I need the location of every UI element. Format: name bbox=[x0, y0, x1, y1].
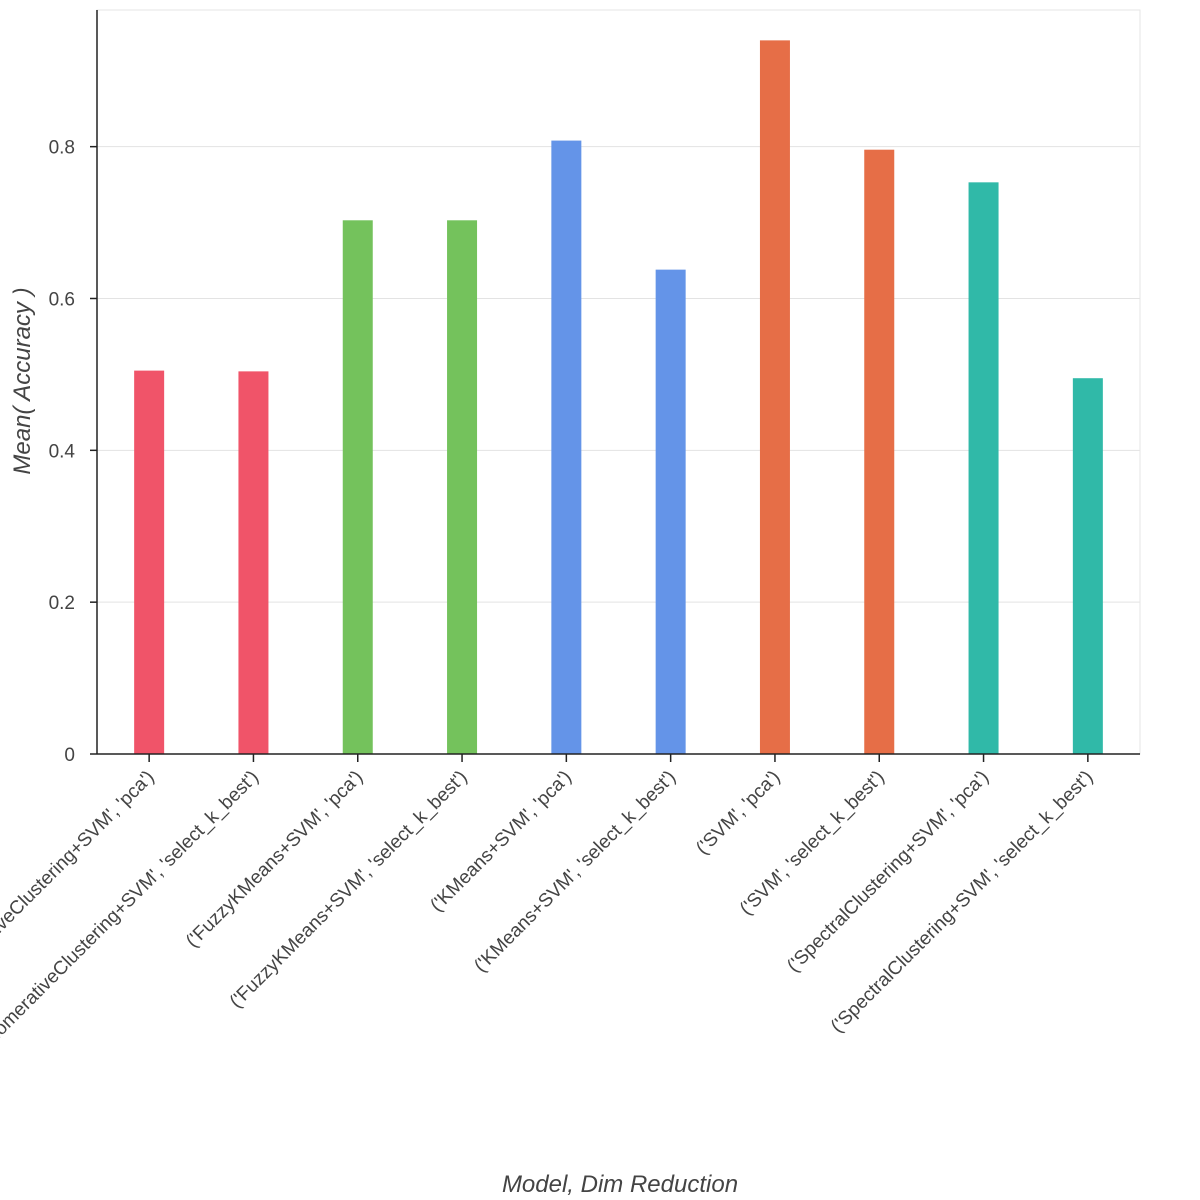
bar bbox=[447, 220, 478, 754]
y-axis-ticks: 0 0.2 0.4 0.6 0.8 bbox=[49, 138, 97, 766]
bar bbox=[864, 149, 895, 754]
bar bbox=[968, 182, 999, 754]
grid-lines bbox=[97, 146, 1140, 603]
bars bbox=[134, 40, 1103, 754]
y-tick-label: 0.6 bbox=[49, 289, 75, 310]
y-tick-label: 0 bbox=[64, 745, 75, 766]
bar bbox=[238, 371, 269, 754]
x-axis-title: Model, Dim Reduction bbox=[502, 1171, 738, 1198]
bar bbox=[759, 40, 790, 754]
y-axis-title: Mean( Accuracy ) bbox=[9, 287, 36, 474]
bar bbox=[1072, 378, 1103, 754]
bar bbox=[655, 269, 686, 754]
y-tick-label: 0.8 bbox=[49, 138, 75, 159]
bar bbox=[342, 220, 373, 754]
bar bbox=[551, 140, 582, 754]
y-tick-label: 0.2 bbox=[49, 593, 75, 614]
y-tick-label: 0.4 bbox=[49, 441, 76, 462]
bar bbox=[134, 370, 165, 754]
